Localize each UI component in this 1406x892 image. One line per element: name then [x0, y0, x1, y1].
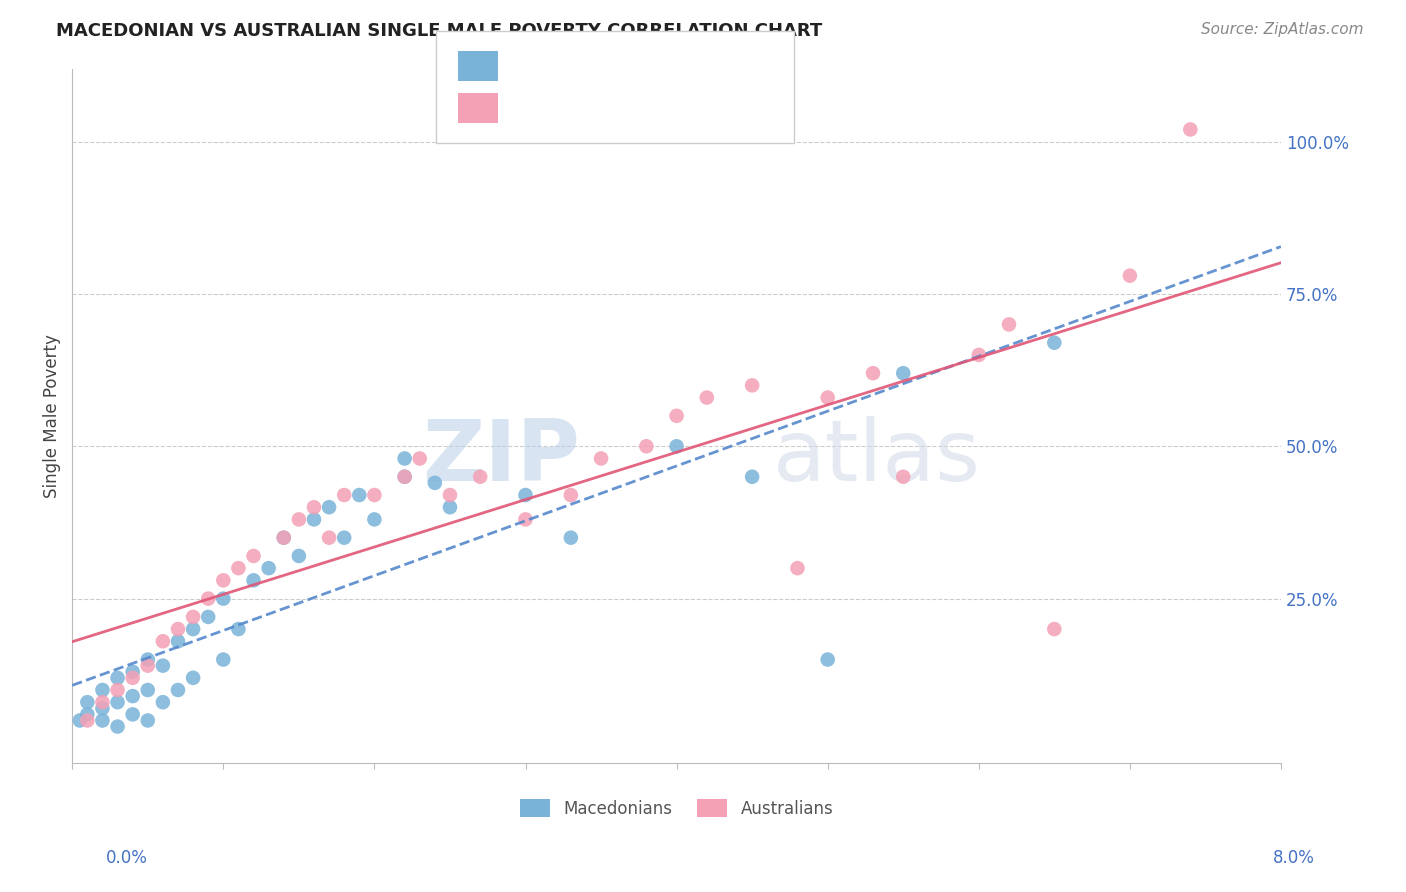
Point [891, 366, 914, 380]
Point [636, 439, 658, 453]
Point [349, 488, 371, 502]
Point [152, 658, 174, 673]
Point [1180, 122, 1202, 136]
Point [589, 451, 612, 466]
Point [967, 348, 990, 362]
Point [91, 701, 114, 715]
Point [273, 531, 295, 545]
Text: atlas: atlas [773, 416, 981, 499]
Point [665, 409, 688, 423]
Point [76, 714, 98, 728]
Point [242, 574, 264, 588]
Point [515, 512, 537, 526]
Point [560, 488, 582, 502]
Point [302, 500, 325, 515]
Point [333, 531, 356, 545]
Text: 0.0%: 0.0% [105, 849, 148, 867]
Point [363, 488, 385, 502]
Point [121, 665, 143, 679]
Text: ZIP: ZIP [422, 416, 579, 499]
Point [121, 671, 143, 685]
Point [181, 622, 204, 636]
Point [288, 512, 311, 526]
Text: MACEDONIAN VS AUSTRALIAN SINGLE MALE POVERTY CORRELATION CHART: MACEDONIAN VS AUSTRALIAN SINGLE MALE POV… [56, 22, 823, 40]
Point [197, 610, 219, 624]
Point [212, 591, 235, 606]
Point [136, 658, 159, 673]
Text: R = 0.397: R = 0.397 [506, 57, 598, 75]
Y-axis label: Single Male Poverty: Single Male Poverty [44, 334, 60, 498]
Point [1043, 335, 1066, 350]
Point [786, 561, 808, 575]
Point [91, 714, 114, 728]
Point [1119, 268, 1142, 283]
Point [136, 652, 159, 666]
Point [212, 652, 235, 666]
Point [212, 574, 235, 588]
Point [107, 683, 129, 698]
Point [998, 318, 1021, 332]
Text: N = 45: N = 45 [651, 57, 713, 75]
Point [242, 549, 264, 563]
Point [136, 714, 159, 728]
Point [439, 500, 461, 515]
Text: N = 38: N = 38 [651, 99, 713, 117]
Point [257, 561, 280, 575]
Point [696, 391, 718, 405]
Point [76, 707, 98, 722]
Point [515, 488, 537, 502]
Point [136, 683, 159, 698]
Point [69, 714, 91, 728]
Legend: Macedonians, Australians: Macedonians, Australians [513, 793, 839, 824]
Point [167, 622, 190, 636]
Text: R = 0.496: R = 0.496 [506, 99, 598, 117]
Point [891, 469, 914, 483]
Point [439, 488, 461, 502]
Point [318, 500, 340, 515]
Point [121, 689, 143, 703]
Point [197, 591, 219, 606]
Point [333, 488, 356, 502]
Point [273, 531, 295, 545]
Point [152, 695, 174, 709]
Point [394, 451, 416, 466]
Point [302, 512, 325, 526]
Point [394, 469, 416, 483]
Point [181, 671, 204, 685]
Point [167, 683, 190, 698]
Point [409, 451, 432, 466]
Point [817, 391, 839, 405]
Point [741, 378, 763, 392]
Point [423, 475, 446, 490]
Point [665, 439, 688, 453]
Text: Source: ZipAtlas.com: Source: ZipAtlas.com [1201, 22, 1364, 37]
Point [107, 720, 129, 734]
Point [470, 469, 492, 483]
Point [560, 531, 582, 545]
Point [121, 707, 143, 722]
Point [741, 469, 763, 483]
Point [1043, 622, 1066, 636]
Text: 8.0%: 8.0% [1272, 849, 1315, 867]
Point [394, 469, 416, 483]
Point [363, 512, 385, 526]
Point [181, 610, 204, 624]
Point [152, 634, 174, 648]
Point [228, 622, 250, 636]
Point [91, 695, 114, 709]
Point [228, 561, 250, 575]
Point [107, 671, 129, 685]
Point [817, 652, 839, 666]
Point [107, 695, 129, 709]
Point [91, 683, 114, 698]
Point [76, 695, 98, 709]
Point [862, 366, 884, 380]
Point [167, 634, 190, 648]
Point [318, 531, 340, 545]
Point [288, 549, 311, 563]
